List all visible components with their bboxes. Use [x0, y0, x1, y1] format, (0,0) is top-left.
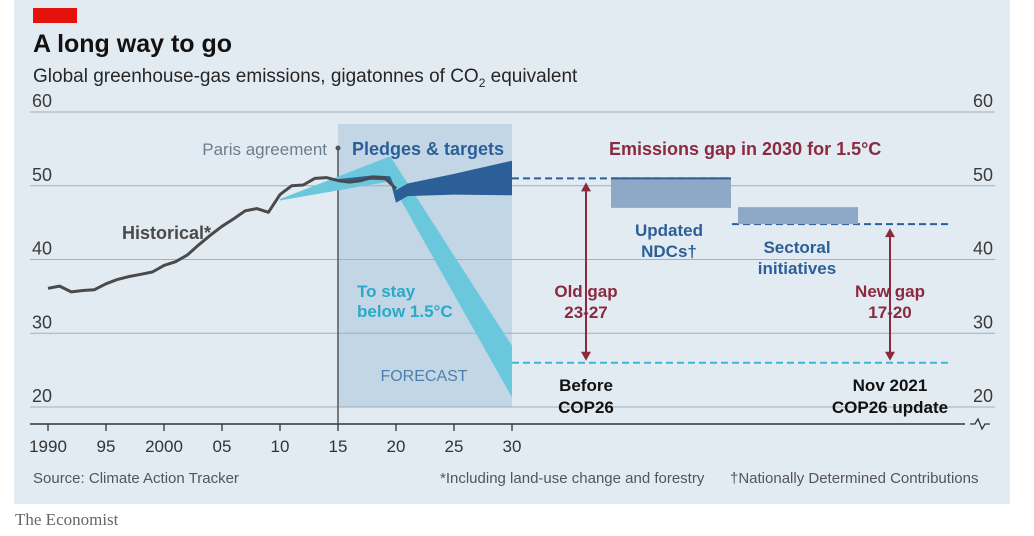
new-gap-arrow-head-bottom	[885, 351, 895, 361]
ndc-note: †Nationally Determined Contributions	[730, 470, 979, 487]
x-tick-label-2005: 05	[213, 437, 232, 456]
old-gap-label-2: 23-27	[564, 303, 607, 322]
y-tick-left-20: 20	[32, 386, 52, 406]
old-gap-arrow-head-bottom	[581, 351, 591, 361]
y-tick-right-30: 30	[973, 312, 993, 332]
brand-name: The Economist	[15, 510, 119, 529]
x-tick-label-2020: 20	[387, 437, 406, 456]
y-tick-left-40: 40	[32, 239, 52, 259]
subtitle-prefix: Global greenhouse-gas emissions, gigaton…	[33, 66, 479, 87]
to-stay-label-1: To stay	[357, 282, 416, 301]
updated-ndcs-box	[611, 178, 731, 208]
x-tick-label-2010: 10	[271, 437, 290, 456]
old-gap-label-1: Old gap	[554, 282, 617, 301]
chart-subtitle: Global greenhouse-gas emissions, gigaton…	[33, 66, 577, 90]
chart-title: A long way to go	[33, 30, 233, 58]
x-tick-label-2015: 15	[329, 437, 348, 456]
x-tick-label-2000: 2000	[145, 437, 183, 456]
y-tick-left-30: 30	[32, 312, 52, 332]
x-tick-label-1990: 1990	[29, 437, 67, 456]
new-gap-label-1: New gap	[855, 282, 925, 301]
before-label-2: COP26	[558, 398, 614, 417]
updated-ndcs-label-2: NDCs†	[641, 242, 697, 261]
sectoral-label-2: initiatives	[758, 259, 836, 278]
subtitle-subscript: 2	[478, 75, 486, 90]
y-tick-right-60: 60	[973, 91, 993, 111]
y-tick-left-60: 60	[32, 91, 52, 111]
old-gap-arrow-head-top	[581, 182, 591, 192]
historical-label: Historical*	[122, 223, 211, 243]
x-tick-label-2030: 30	[503, 437, 522, 456]
y-tick-left-50: 50	[32, 165, 52, 185]
pledges-label: Pledges & targets	[352, 139, 504, 159]
x-tick-label-2025: 25	[445, 437, 464, 456]
brand-tag	[33, 8, 77, 23]
to-stay-label-2: below 1.5°C	[357, 302, 453, 321]
pathway-1-5-band	[280, 156, 512, 398]
paris-label: Paris agreement	[202, 140, 327, 159]
y-tick-right-20: 20	[973, 386, 993, 406]
y-tick-right-40: 40	[973, 239, 993, 259]
source-note: Source: Climate Action Tracker	[33, 470, 239, 487]
x-tick-label-1995: 95	[97, 437, 116, 456]
forecast-label: FORECAST	[380, 368, 467, 385]
axis-break-mark	[970, 417, 990, 431]
nov-label-1: Nov 2021	[853, 376, 928, 395]
gap-title-label: Emissions gap in 2030 for 1.5°C	[609, 139, 881, 159]
pledges-band	[338, 160, 512, 203]
nov-label-2: COP26 update	[832, 398, 948, 417]
new-gap-arrow-head-top	[885, 228, 895, 238]
paris-dot	[335, 145, 341, 151]
historical-line	[47, 175, 398, 294]
before-label-1: Before	[559, 376, 613, 395]
updated-ndcs-label-1: Updated	[635, 221, 703, 240]
landuse-note: *Including land-use change and forestry	[440, 470, 705, 487]
new-gap-label-2: 17-20	[868, 303, 911, 322]
sectoral-box	[738, 207, 858, 225]
sectoral-label-1: Sectoral	[763, 238, 830, 257]
subtitle-suffix: equivalent	[485, 66, 578, 87]
y-tick-right-50: 50	[973, 165, 993, 185]
